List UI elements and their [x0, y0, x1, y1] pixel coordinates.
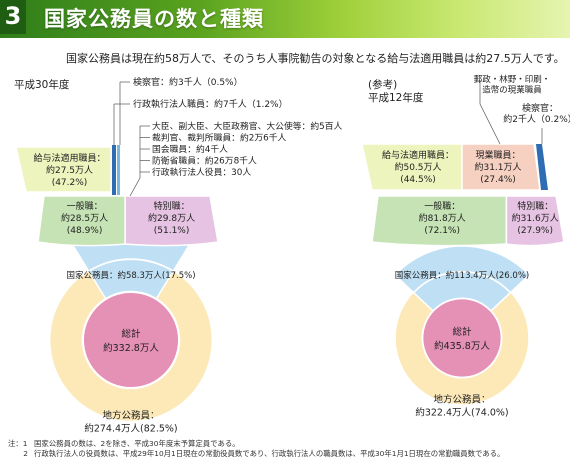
chart-subtitle: 平成12年度	[368, 91, 424, 104]
label-gyosei-shikko: 行政執行法人職員：約7千人（1.2%）	[133, 98, 288, 110]
label-kyuyoho-line-2: 約27.5万人	[46, 164, 93, 176]
label-national: 国家公務員：約58.3万人(17.5%)	[66, 270, 195, 281]
special-breakdown: 大臣、副大臣、大臣政務官、大公使等：約5百人裁判官、裁判所職員：約2万6千人国会…	[129, 120, 343, 197]
label-local-bottom: 約274.4万人(82.5%)	[84, 422, 177, 434]
label-ippan-line-2: 約81.8万人	[419, 212, 466, 224]
breakdown-bracket-tail	[129, 177, 141, 197]
center-total-circle	[83, 292, 179, 388]
chart-title: (参考)	[368, 78, 397, 91]
footnote-2: 2 行政執行法人の役員数は、平成29年10月1日現在の常勤役員数であり、行政執行法…	[23, 449, 505, 458]
center-total-label: 総計	[121, 328, 141, 340]
label-tokubetsu-line-3: (27.9%)	[517, 226, 553, 236]
label-kyuyoho-line-3: (44.5%)	[400, 175, 436, 185]
center-total-value: 約435.8万人	[434, 340, 490, 352]
annotation-gengyo-line-2: 造幣の現業職員	[482, 85, 542, 96]
page-title: 国家公務員の数と種類	[44, 7, 264, 31]
label-kensatsukan-2-line-1: 検察官：	[522, 102, 558, 114]
label-ippan-line-1: 一般職：	[67, 200, 103, 212]
middle-ring: 一般職：約28.5万人 (48.9%) 特別職：約29.8万人 (51.1%)	[37, 195, 219, 247]
label-tokubetsu-line-1: 特別職：	[154, 200, 190, 212]
label-ippan-line-1: 一般職：	[424, 200, 460, 212]
label-gengyo-line-2: 約31.1万人	[474, 161, 521, 173]
label-kyuyoho-line-1: 給与法適用職員：	[382, 149, 454, 161]
label-ippan-line-2: 約28.5万人	[61, 212, 108, 224]
breakdown-item-5: 行政執行法人役員：30人	[152, 166, 251, 178]
label-gengyo-line-3: (27.4%)	[480, 175, 516, 185]
breakdown-item-2: 裁判官、裁判所職員：約2万6千人	[152, 132, 287, 144]
slice-kyuyoho	[15, 146, 112, 193]
footnotes: 注：1 国家公務員の数は、2を除き、平成30年度末予算定員である。 2 行政執行法人…	[8, 439, 505, 459]
leader-gengyo-annotation	[479, 103, 501, 145]
breakdown-item-4: 防衛省職員：約26万8千人	[152, 155, 257, 167]
label-local-bottom: 約322.4万人(74.0%)	[415, 406, 508, 418]
slice-gengyo	[461, 143, 541, 191]
footnote-1: 注：1 国家公務員の数は、2を除き、平成30年度末予算定員である。	[8, 439, 240, 448]
label-kyuyoho-line-3: (47.2%)	[52, 178, 88, 188]
label-tokubetsu-line-2: 約31.6万人	[512, 212, 559, 224]
label-ippan-line-3: (72.1%)	[424, 226, 460, 236]
label-tokubetsu-line-1: 特別職：	[517, 200, 553, 212]
label-local-top: 地方公務員：	[102, 409, 159, 421]
intro-text: 国家公務員は現在約58万人で、そのうち人事院勧告の対象となる給与法適用職員は約2…	[66, 52, 565, 65]
center-total-value: 約332.8万人	[103, 342, 159, 354]
center-total-label: 総計	[452, 326, 472, 338]
slice-gyosei-shikko	[112, 145, 116, 195]
label-tokubetsu-line-3: (51.1%)	[154, 226, 190, 236]
slice-tokubetsu	[124, 195, 219, 247]
chart-title: 平成30年度	[14, 78, 70, 91]
label-gengyo-line-1: 現業職員：	[475, 149, 520, 161]
slice-kensatsukan-2	[536, 144, 548, 190]
slice-kensatsukan	[117, 145, 120, 195]
outer-ring: 給与法適用職員：約50.5万人 (44.5%)	[361, 143, 463, 191]
annotation-gengyo-line-1: 郵政・林野・印刷・	[474, 74, 551, 85]
label-kensatsukan: 検察官：約3千人（0.5%）	[133, 76, 243, 88]
label-national: 国家公務員：約113.4万人(26.0%)	[395, 270, 529, 281]
label-tokubetsu-line-2: 約29.8万人	[148, 212, 195, 224]
breakdown-item-1: 大臣、副大臣、大臣政務官、大公使等：約5百人	[152, 120, 343, 132]
label-kyuyoho-line-1: 給与法適用職員：	[33, 152, 105, 164]
label-local-top: 地方公務員：	[433, 393, 490, 405]
middle-ring: 一般職：約81.8万人 (72.1%) 特別職：約31.6万人 (27.9%)	[371, 195, 565, 247]
breakdown-item-3: 国会職員：約4千人	[152, 143, 228, 155]
label-ippan-line-3: (48.9%)	[67, 226, 103, 236]
header-banner: 3 国家公務員の数と種類	[0, 0, 570, 38]
label-kyuyoho-line-2: 約50.5万人	[394, 161, 441, 173]
center-total-circle	[423, 299, 501, 377]
chapter-number: 3	[0, 0, 26, 34]
outer-ring: 給与法適用職員：約27.5万人 (47.2%)	[15, 146, 112, 193]
label-kensatsukan-2-line-2: 約2千人（0.2%）	[503, 113, 570, 125]
slice-tokubetsu	[505, 195, 565, 247]
